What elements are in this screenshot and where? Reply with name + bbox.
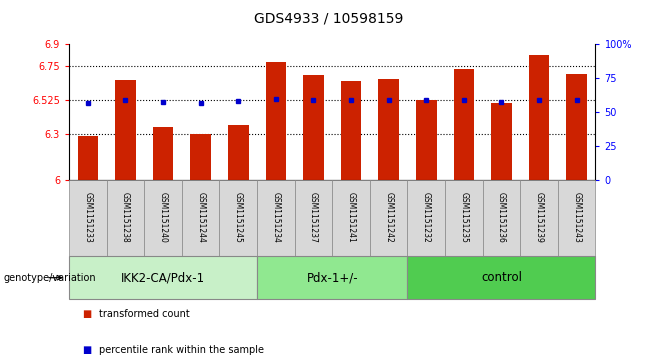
- Bar: [453, 69, 474, 180]
- Text: GSM1151237: GSM1151237: [309, 192, 318, 243]
- Text: GSM1151241: GSM1151241: [347, 192, 355, 243]
- Text: GSM1151245: GSM1151245: [234, 192, 243, 243]
- Bar: [416, 100, 437, 180]
- Text: GSM1151234: GSM1151234: [271, 192, 280, 243]
- Text: GSM1151242: GSM1151242: [384, 192, 393, 243]
- Bar: [378, 79, 399, 180]
- Bar: [303, 76, 324, 180]
- Bar: [228, 125, 249, 180]
- Text: GSM1151239: GSM1151239: [534, 192, 544, 243]
- Text: GSM1151236: GSM1151236: [497, 192, 506, 243]
- Bar: [567, 74, 587, 180]
- Text: GDS4933 / 10598159: GDS4933 / 10598159: [254, 11, 404, 25]
- Bar: [153, 127, 174, 180]
- Text: GSM1151232: GSM1151232: [422, 192, 431, 243]
- Bar: [491, 103, 512, 180]
- Bar: [115, 80, 136, 180]
- Bar: [529, 55, 549, 180]
- Bar: [190, 134, 211, 180]
- Text: GSM1151233: GSM1151233: [84, 192, 92, 243]
- Text: genotype/variation: genotype/variation: [3, 273, 96, 283]
- Text: GSM1151243: GSM1151243: [572, 192, 581, 243]
- Text: GSM1151240: GSM1151240: [159, 192, 168, 243]
- Bar: [341, 81, 361, 180]
- Text: GSM1151235: GSM1151235: [459, 192, 468, 243]
- Text: GSM1151238: GSM1151238: [121, 192, 130, 243]
- Text: ■: ■: [82, 345, 91, 355]
- Bar: [266, 62, 286, 180]
- Text: transformed count: transformed count: [99, 309, 190, 319]
- Text: IKK2-CA/Pdx-1: IKK2-CA/Pdx-1: [121, 271, 205, 284]
- Text: ■: ■: [82, 309, 91, 319]
- Text: control: control: [481, 271, 522, 284]
- Text: percentile rank within the sample: percentile rank within the sample: [99, 345, 264, 355]
- Text: Pdx-1+/-: Pdx-1+/-: [307, 271, 358, 284]
- Text: GSM1151244: GSM1151244: [196, 192, 205, 243]
- Bar: [78, 136, 98, 180]
